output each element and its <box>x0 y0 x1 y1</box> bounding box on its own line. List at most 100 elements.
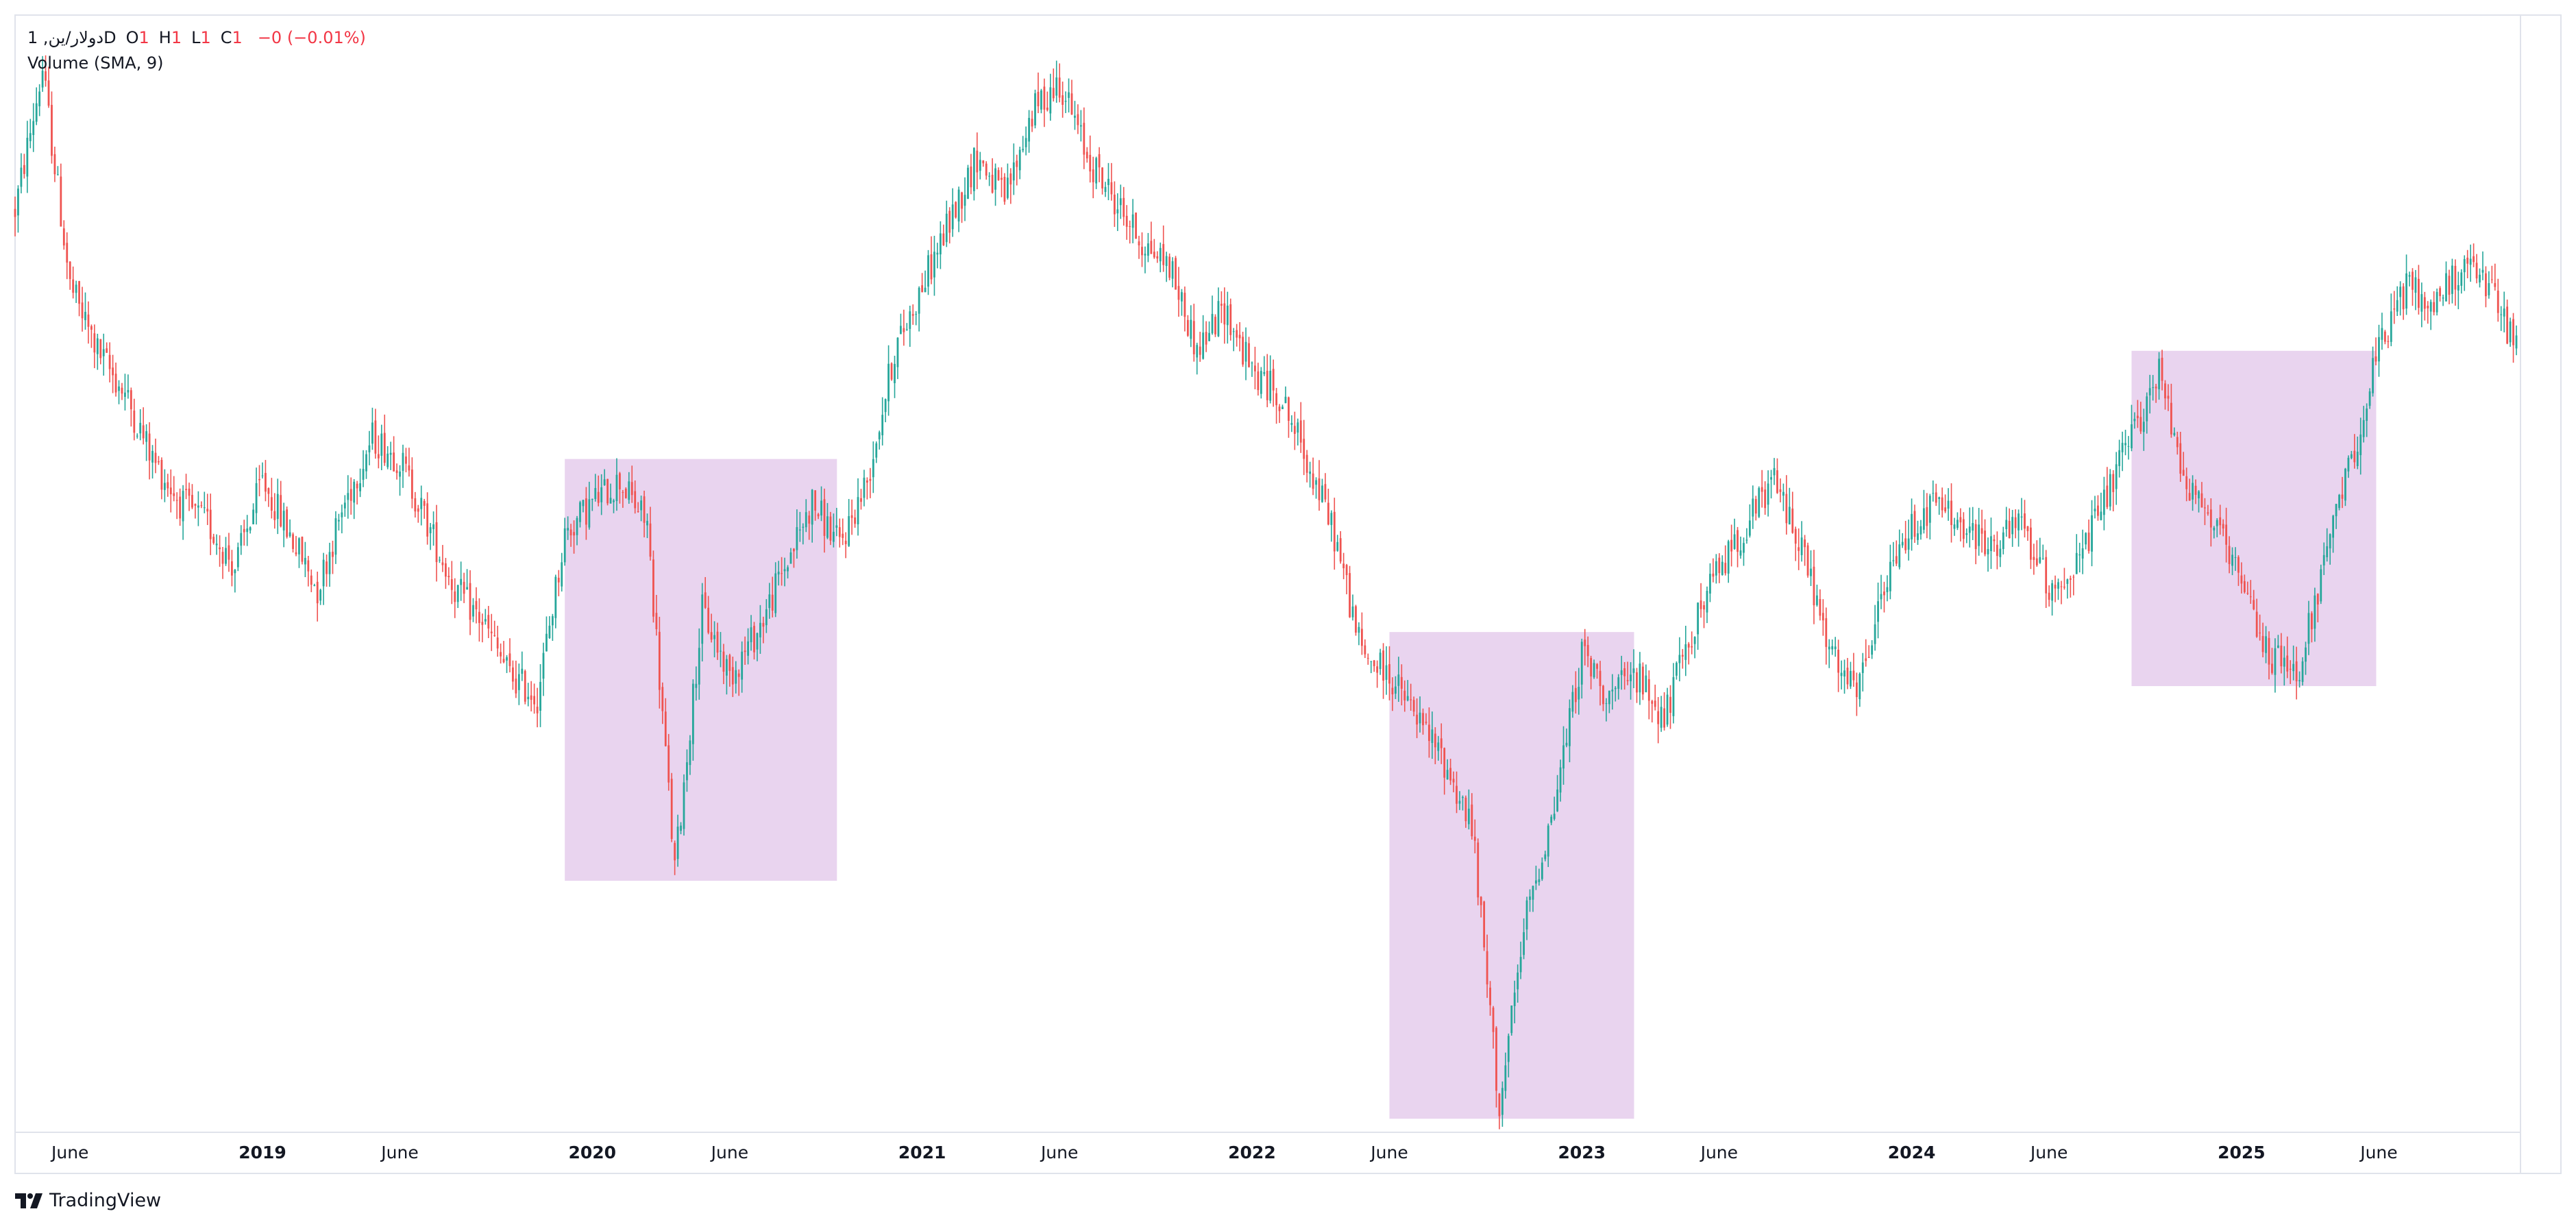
candle <box>1684 625 1687 677</box>
candle <box>1748 504 1751 538</box>
candle <box>1639 652 1641 705</box>
candle <box>1495 1026 1497 1108</box>
candle <box>1932 480 1935 502</box>
candle <box>2231 547 2233 576</box>
candle <box>2509 317 2512 347</box>
candle <box>2094 496 2096 519</box>
candle <box>829 511 832 546</box>
candle <box>508 638 511 672</box>
candle <box>456 585 459 609</box>
candle <box>1018 147 1021 180</box>
candle <box>1462 795 1464 811</box>
candle <box>349 477 352 515</box>
candle <box>1580 638 1583 699</box>
candle <box>1926 493 1928 539</box>
candle <box>1062 82 1064 118</box>
candle <box>1645 664 1647 693</box>
highlight-box-2[interactable] <box>1389 632 1634 1119</box>
candle <box>1737 526 1739 568</box>
candle <box>62 220 65 250</box>
candle <box>988 172 991 186</box>
candle <box>588 481 591 530</box>
candle <box>1968 507 1971 548</box>
candle <box>295 535 297 557</box>
candle <box>1266 354 1268 408</box>
candle <box>1403 680 1406 712</box>
candle <box>979 151 981 180</box>
candle <box>261 462 264 479</box>
candle <box>1837 639 1840 692</box>
candle <box>1791 491 1794 534</box>
candle <box>270 478 273 519</box>
candle <box>1666 687 1669 727</box>
candle <box>646 513 648 539</box>
candle <box>1663 692 1665 731</box>
candle <box>2423 291 2426 321</box>
candle <box>2497 278 2499 322</box>
legend-symbol[interactable]: 1 ,دولار/ين <box>27 28 104 47</box>
candle <box>53 146 56 182</box>
candle <box>1532 886 1534 912</box>
candle <box>1538 868 1541 886</box>
candle <box>289 519 291 538</box>
candle <box>1733 518 1736 550</box>
candle <box>2200 482 2203 508</box>
candle <box>240 525 243 555</box>
candle <box>814 490 817 521</box>
candle <box>84 292 86 330</box>
candle <box>41 56 44 92</box>
candle <box>1886 575 1889 602</box>
candle <box>1303 419 1305 476</box>
candle <box>2420 282 2423 328</box>
candle <box>1816 584 1818 607</box>
candle <box>1489 981 1491 1016</box>
candle <box>26 121 29 193</box>
candle <box>1003 173 1006 205</box>
candle <box>420 485 423 526</box>
volume-indicator-legend[interactable]: Volume (SMA, 9) <box>27 53 164 73</box>
candle <box>2188 478 2191 501</box>
tradingview-brand[interactable]: TradingView <box>15 1190 161 1211</box>
highlight-box-1[interactable] <box>565 459 837 881</box>
legend-open-label: O <box>125 28 139 47</box>
candle <box>1395 676 1397 699</box>
candle <box>2347 455 2350 478</box>
candle <box>884 398 887 423</box>
candle <box>2091 500 2093 567</box>
candle <box>1248 337 1250 368</box>
candle <box>2057 578 2059 600</box>
candle <box>1388 646 1390 700</box>
candle <box>1034 89 1036 129</box>
candle <box>96 333 99 370</box>
candle <box>1730 524 1733 567</box>
candle <box>731 657 734 697</box>
candle <box>2295 646 2298 700</box>
candle <box>1330 510 1333 542</box>
candle <box>2152 375 2155 401</box>
candle <box>1181 289 1183 316</box>
candle <box>701 583 704 662</box>
candle <box>1043 78 1046 127</box>
candle <box>1617 674 1620 700</box>
candle <box>1919 520 1922 540</box>
candle <box>2405 254 2407 315</box>
candle <box>1959 508 1962 541</box>
candle <box>728 653 731 687</box>
candle <box>695 666 698 701</box>
candle <box>194 503 197 519</box>
candle <box>530 681 532 711</box>
candle <box>2265 626 2267 663</box>
candle <box>118 380 120 404</box>
legend-low-value: 1 <box>200 28 211 47</box>
candle <box>454 578 456 618</box>
highlight-box-3[interactable] <box>2131 350 2377 687</box>
candle <box>133 398 136 441</box>
candle <box>817 513 820 520</box>
candle <box>664 698 667 747</box>
candle <box>802 523 805 545</box>
candle <box>478 598 480 642</box>
candle <box>1089 135 1092 183</box>
candle <box>894 356 896 398</box>
